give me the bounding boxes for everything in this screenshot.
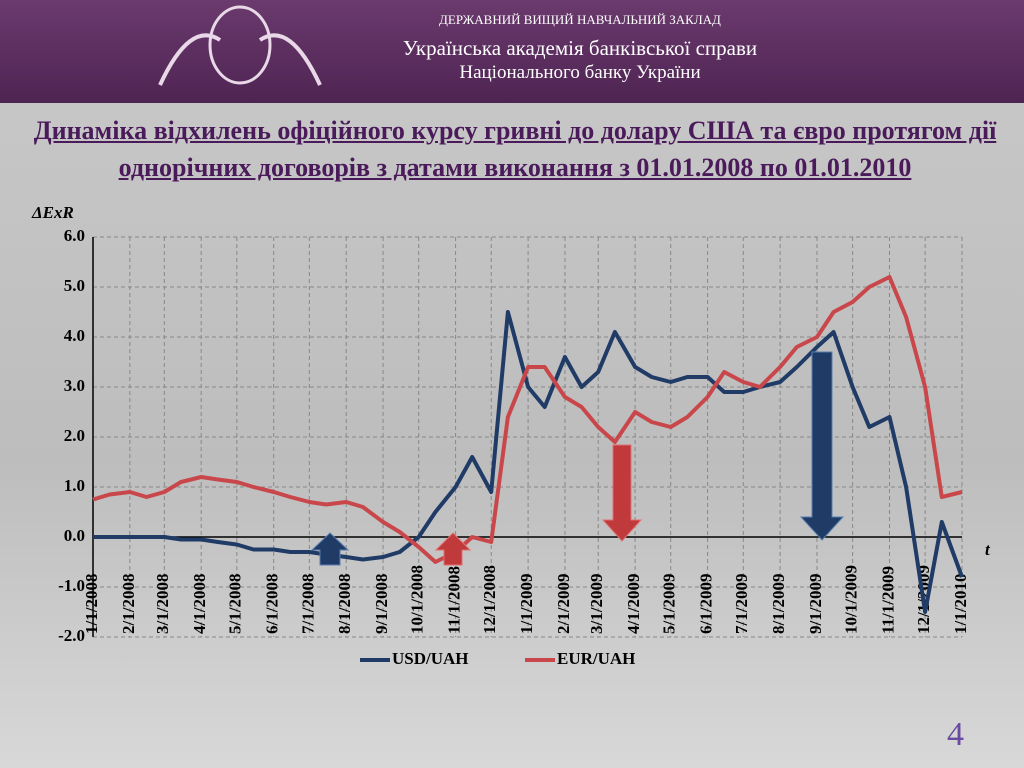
y-tick-label: 6.0 bbox=[64, 226, 85, 245]
x-tick-label: 11/1/2008 bbox=[444, 566, 463, 634]
x-tick-label: 10/1/2009 bbox=[842, 565, 861, 634]
x-tick-label: 11/1/2009 bbox=[878, 566, 897, 634]
x-tick-label: 5/1/2009 bbox=[660, 574, 679, 634]
x-tick-label: 4/1/2008 bbox=[190, 574, 209, 634]
header-line: ДЕРЖАВНИЙ ВИЩИЙ НАВЧАЛЬНИЙ ЗАКЛАД bbox=[439, 12, 721, 27]
x-tick-label: 9/1/2009 bbox=[806, 574, 825, 634]
header-line: Українська академія банківської справи bbox=[402, 36, 758, 60]
y-tick-label: 3.0 bbox=[64, 376, 85, 395]
x-tick-label: 12/1/2008 bbox=[480, 565, 499, 634]
series-line bbox=[92, 275, 963, 564]
x-tick-label: 2/1/2009 bbox=[554, 574, 573, 634]
chart-title: Динаміка відхилень офіційного курсу грив… bbox=[33, 116, 997, 182]
y-tick-label: 2.0 bbox=[64, 426, 85, 445]
x-tick-label: 6/1/2009 bbox=[697, 574, 716, 634]
legend-label: EUR/UAH bbox=[557, 649, 635, 668]
x-tick-label: 2/1/2008 bbox=[119, 574, 138, 634]
y-tick-label: -1.0 bbox=[58, 576, 85, 595]
x-tick-label: 9/1/2008 bbox=[372, 574, 391, 634]
header-bar: ДЕРЖАВНИЙ ВИЩИЙ НАВЧАЛЬНИЙ ЗАКЛАД Україн… bbox=[0, 0, 1024, 103]
logo bbox=[158, 5, 322, 86]
x-tick-label: 10/1/2008 bbox=[408, 565, 427, 634]
y-tick-label: -2.0 bbox=[58, 626, 85, 645]
x-tick-label: 8/1/2008 bbox=[335, 574, 354, 634]
x-tick-label: 7/1/2008 bbox=[298, 574, 317, 634]
x-axis-label: t bbox=[985, 540, 991, 559]
y-tick-label: 1.0 bbox=[64, 476, 85, 495]
x-tick-label: 3/1/2008 bbox=[153, 574, 172, 634]
x-tick-label: 1/1/2009 bbox=[517, 574, 536, 634]
y-tick-label: 5.0 bbox=[64, 276, 85, 295]
x-tick-label: 1/1/2008 bbox=[82, 574, 101, 634]
x-tick-label: 6/1/2008 bbox=[263, 574, 282, 634]
series-line bbox=[93, 310, 964, 614]
x-tick-label: 4/1/2009 bbox=[624, 574, 643, 634]
plot: -2.0 -1.0 0.0 1.0 2.0 3.0 4.0 5.0 6.0 1/1/2008 2/1… bbox=[58, 226, 970, 645]
legend-label: USD/UAH bbox=[392, 649, 469, 668]
header-line: Національного банку України bbox=[459, 62, 701, 83]
x-tick-label: 3/1/2009 bbox=[587, 574, 606, 634]
x-tick-label: 1/1/2010 bbox=[951, 574, 970, 634]
x-tick-label: 7/1/2009 bbox=[732, 574, 751, 634]
y-tick-label: 4.0 bbox=[64, 326, 85, 345]
x-tick-label: 8/1/2009 bbox=[769, 574, 788, 634]
page-number: 4 bbox=[947, 716, 964, 753]
arrows bbox=[310, 351, 845, 566]
x-tick-label: 5/1/2008 bbox=[226, 574, 245, 634]
y-axis-label: ΔExR bbox=[31, 203, 74, 222]
y-tick-label: 0.0 bbox=[64, 526, 85, 545]
